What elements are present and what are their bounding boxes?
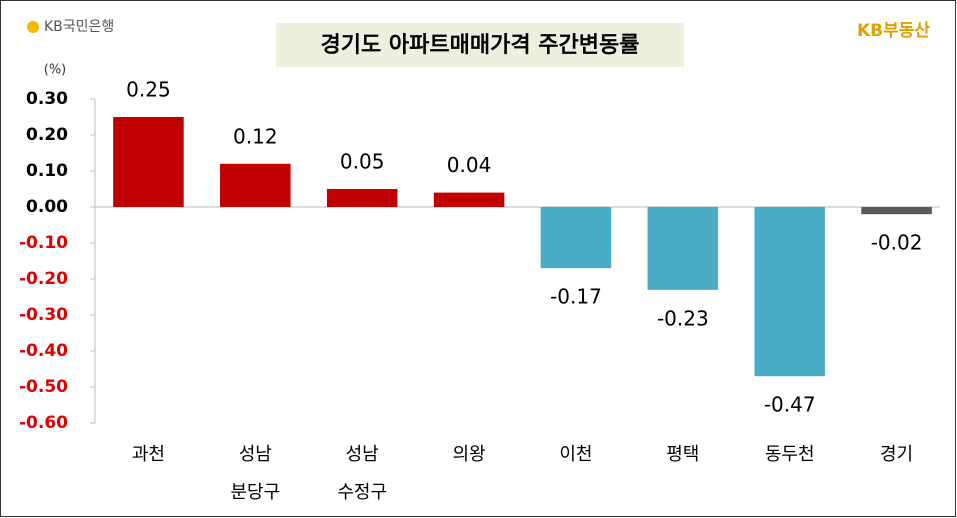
y-tick-label: -0.40 bbox=[19, 341, 68, 361]
value-label: 0.25 bbox=[126, 78, 171, 102]
x-tick-label: 평택 bbox=[666, 444, 699, 465]
y-tick-label: 0.20 bbox=[26, 125, 68, 145]
bar bbox=[220, 163, 291, 207]
y-tick-label: -0.60 bbox=[19, 413, 68, 433]
y-unit: (%) bbox=[44, 63, 67, 78]
x-tick-label: 과천 bbox=[132, 444, 165, 465]
x-tick-label: 의왕 bbox=[453, 444, 486, 465]
y-tick-label: -0.30 bbox=[19, 305, 68, 325]
value-label: 0.12 bbox=[233, 124, 278, 148]
bar bbox=[754, 207, 825, 377]
y-tick-label: 0.00 bbox=[26, 197, 68, 217]
x-tick-label: 이천 bbox=[559, 444, 592, 465]
logo-left: KB국민은행 bbox=[44, 19, 114, 35]
value-label: -0.47 bbox=[764, 393, 816, 417]
bar bbox=[647, 207, 719, 290]
x-tick-label: 성남 bbox=[239, 444, 272, 465]
value-label: -0.17 bbox=[550, 285, 602, 309]
y-tick-label: 0.10 bbox=[26, 161, 68, 181]
bar bbox=[113, 117, 184, 207]
bar bbox=[861, 207, 932, 215]
x-tick-label: 수정구 bbox=[337, 482, 387, 503]
y-tick-label: -0.50 bbox=[19, 377, 68, 397]
chart-title: 경기도 아파트매매가격 주간변동률 bbox=[321, 33, 640, 58]
value-label: 0.04 bbox=[447, 153, 492, 177]
bar bbox=[433, 192, 505, 207]
x-tick-label: 분당구 bbox=[230, 482, 280, 503]
x-tick-label: 동두천 bbox=[765, 444, 815, 465]
y-tick-label: -0.20 bbox=[19, 269, 68, 289]
value-label: 0.05 bbox=[340, 150, 385, 174]
y-tick-label: 0.30 bbox=[26, 89, 68, 109]
x-tick-label: 성남 bbox=[346, 444, 379, 465]
x-tick-label: 경기 bbox=[880, 444, 913, 465]
y-tick-label: -0.10 bbox=[19, 233, 68, 253]
logo-icon bbox=[27, 21, 39, 33]
logo-right: KB부동산 bbox=[857, 21, 930, 41]
value-label: -0.23 bbox=[657, 306, 709, 330]
title-box bbox=[276, 23, 684, 67]
bar bbox=[540, 207, 612, 269]
value-label: -0.02 bbox=[871, 231, 923, 255]
bar bbox=[326, 189, 398, 207]
